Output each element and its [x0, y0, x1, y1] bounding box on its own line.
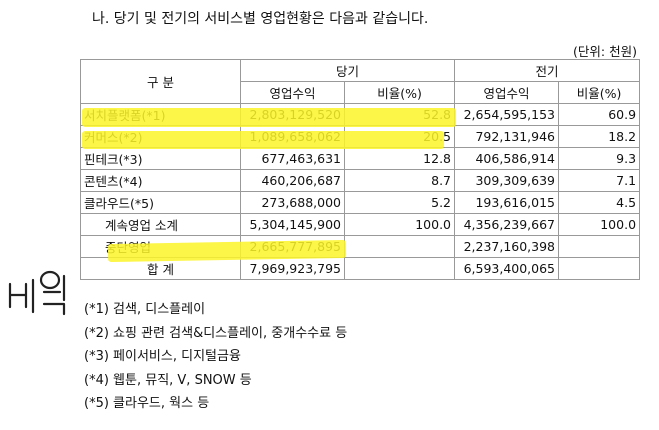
handwritten-scribble — [8, 270, 66, 316]
row-name: 합 계 — [80, 257, 241, 280]
prior-ratio-header: 비율(%) — [558, 81, 641, 104]
footnotes: (*1) 검색, 디스플레이 (*2) 쇼핑 관련 검색&디스플레이, 중개수수… — [84, 298, 347, 416]
current-ratio — [343, 235, 456, 258]
footnote: (*3) 페이서비스, 디지털금융 — [84, 349, 241, 364]
current-revenue: 677,463,631 — [240, 147, 345, 170]
current-revenue: 1,089,658,062 — [240, 125, 345, 148]
prior-ratio: 100.0 — [558, 213, 641, 236]
current-ratio-header: 비율(%) — [343, 81, 456, 104]
table-row-total: 합 계 7,969,923,795 6,593,400,065 — [80, 257, 641, 280]
footnote: (*2) 쇼핑 관련 검색&디스플레이, 중개수수료 등 — [84, 325, 348, 341]
prior-revenue: 309,309,639 — [454, 169, 560, 192]
table-row: 클라우드(*5) 273,688,000 5.2 193,616,015 4.5 — [80, 191, 641, 214]
prior-period-header: 전기 — [454, 59, 641, 82]
revenue-table: 구 분 당기 전기 영업수익 비율(%) 영업수익 비율(%) 서치플랫폼(*1… — [80, 59, 641, 280]
row-name: 콘텐츠(*4) — [80, 169, 241, 192]
current-revenue: 2,803,129,520 — [240, 103, 345, 126]
unit-label: (단위: 천원) — [573, 44, 637, 59]
row-name: 핀테크(*3) — [80, 147, 241, 170]
prior-revenue: 792,131,946 — [454, 125, 560, 148]
current-ratio — [343, 257, 456, 280]
current-revenue: 460,206,687 — [240, 169, 345, 192]
current-ratio: 5.2 — [343, 191, 456, 214]
table-row: 서치플랫폼(*1) 2,803,129,520 52.8 2,654,595,1… — [80, 103, 641, 126]
current-revenue: 2,665,777,895 — [240, 235, 345, 258]
table-row: 커머스(*2) 1,089,658,062 20.5 792,131,946 1… — [80, 125, 641, 148]
prior-revenue: 6,593,400,065 — [454, 257, 560, 280]
current-revenue: 273,688,000 — [240, 191, 345, 214]
prior-ratio — [558, 257, 641, 280]
table-row: 콘텐츠(*4) 460,206,687 8.7 309,309,639 7.1 — [80, 169, 641, 192]
prior-ratio: 4.5 — [558, 191, 641, 214]
current-revenue: 7,969,923,795 — [240, 257, 345, 280]
prior-ratio: 60.9 — [558, 103, 641, 126]
current-revenue-header: 영업수익 — [240, 81, 345, 104]
section-heading: 나. 당기 및 전기의 서비스별 영업현황은 다음과 같습니다. — [92, 11, 429, 27]
footnote: (*1) 검색, 디스플레이 — [84, 302, 206, 317]
current-revenue: 5,304,145,900 — [240, 213, 345, 236]
footnote: (*4) 웹툰, 뮤직, V, SNOW 등 — [84, 372, 252, 388]
prior-ratio: 9.3 — [558, 147, 641, 170]
current-ratio: 20.5 — [343, 125, 456, 148]
current-ratio: 100.0 — [343, 213, 456, 236]
category-header: 구 분 — [80, 59, 241, 104]
table-row-discontinued: 중단영업 2,665,777,895 2,237,160,398 — [80, 235, 641, 258]
prior-revenue: 2,654,595,153 — [454, 103, 560, 126]
row-name: 계속영업 소계 — [80, 213, 241, 236]
current-period-header: 당기 — [239, 59, 456, 82]
row-name: 클라우드(*5) — [80, 191, 241, 214]
row-name: 커머스(*2) — [80, 125, 241, 148]
current-ratio: 8.7 — [343, 169, 456, 192]
current-ratio: 12.8 — [343, 147, 456, 170]
table-row: 핀테크(*3) 677,463,631 12.8 406,586,914 9.3 — [80, 147, 641, 170]
table-row-subtotal: 계속영업 소계 5,304,145,900 100.0 4,356,239,66… — [80, 213, 641, 236]
row-name: 서치플랫폼(*1) — [80, 103, 241, 126]
prior-revenue: 193,616,015 — [454, 191, 560, 214]
prior-ratio: 18.2 — [558, 125, 641, 148]
row-name: 중단영업 — [80, 235, 241, 258]
prior-ratio — [558, 235, 641, 258]
prior-revenue-header: 영업수익 — [454, 81, 560, 104]
current-ratio: 52.8 — [343, 103, 456, 126]
footnote: (*5) 클라우드, 웍스 등 — [84, 396, 210, 411]
prior-revenue: 4,356,239,667 — [454, 213, 560, 236]
header-row-1: 구 분 당기 전기 — [80, 59, 641, 104]
prior-revenue: 406,586,914 — [454, 147, 560, 170]
prior-revenue: 2,237,160,398 — [454, 235, 560, 258]
prior-ratio: 7.1 — [558, 169, 641, 192]
